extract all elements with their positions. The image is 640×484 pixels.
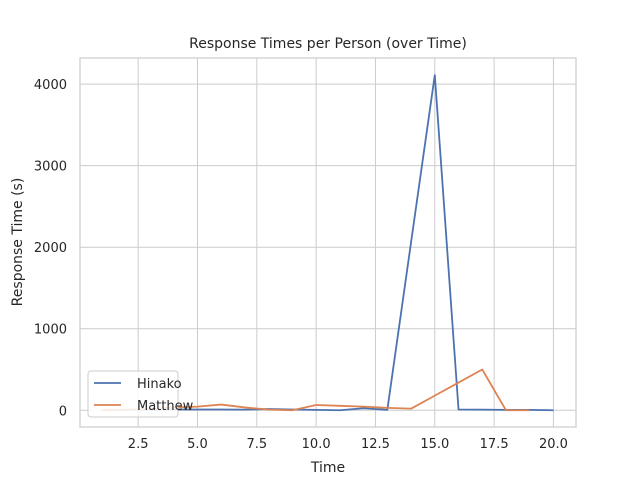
y-tick-label: 4000 [34,78,67,93]
x-tick-label: 10.0 [302,437,331,452]
x-axis-label: Time [310,460,345,476]
chart-title: Response Times per Person (over Time) [189,36,467,52]
y-tick-label: 1000 [34,323,67,338]
series-line-hinako [102,74,554,412]
y-tick-label: 2000 [34,241,67,256]
x-tick-label: 2.5 [128,437,149,452]
series-lines [102,74,554,412]
x-tick-label: 5.0 [187,437,208,452]
x-tick-label: 12.5 [361,437,390,452]
grid [80,58,576,427]
y-tick-label: 3000 [34,160,67,175]
tick-labels: 2.5 5.0 7.5 10.0 12.5 15.0 17.5 20.0 0 1000 2000 30… [34,78,568,452]
x-tick-label: 17.5 [480,437,509,452]
x-tick-label: 15.0 [420,437,449,452]
legend-label-hinako: Hinako [137,377,182,392]
x-tick-label: 20.0 [539,437,568,452]
x-tick-label: 7.5 [246,437,267,452]
plot-frame [79,57,577,428]
y-tick-label: 0 [59,404,67,419]
y-axis-label: Response Time (s) [10,178,26,307]
legend: Hinako Matthew [87,370,194,418]
legend-label-matthew: Matthew [137,399,194,414]
